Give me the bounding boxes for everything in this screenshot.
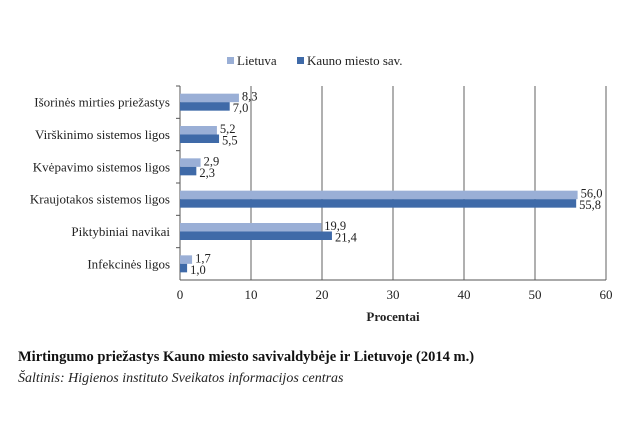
data-label-s1-5: 1,0 — [190, 263, 206, 277]
data-label-s1-4: 21,4 — [335, 231, 358, 245]
data-label-s0-4: 19,9 — [324, 219, 346, 233]
legend-swatch-1 — [297, 57, 304, 64]
data-label-s1-1: 5,5 — [222, 134, 238, 148]
x-tick-label-3: 30 — [387, 287, 400, 302]
bar-s0-4 — [180, 223, 322, 232]
category-label-4: Piktybiniai navikai — [71, 224, 170, 239]
bar-s1-2 — [180, 166, 197, 176]
data-label-s1-3: 55,8 — [579, 198, 601, 212]
x-tick-label-0: 0 — [177, 287, 184, 302]
x-tick-label-2: 20 — [316, 287, 329, 302]
x-axis-title: Procentai — [366, 309, 420, 324]
data-label-s0-1: 5,2 — [220, 122, 236, 136]
legend-label-0: Lietuva — [237, 53, 277, 68]
bar-s0-1 — [180, 126, 217, 135]
bar-s0-2 — [180, 158, 201, 167]
bar-chart: 0 10 20 30 40 50 60 Procentai Išorinės mirties p… — [30, 53, 613, 324]
data-label-s1-2: 2,3 — [199, 166, 215, 180]
bar-s0-5 — [180, 255, 193, 264]
data-label-s0-2: 2,9 — [204, 154, 220, 168]
data-label-s1-0: 7,0 — [233, 101, 249, 115]
legend-label-1: Kauno miesto sav. — [307, 53, 403, 68]
bar-s0-3 — [180, 190, 578, 200]
figure-caption-title: Mirtingumo priežastys Kauno miesto saviv… — [18, 349, 475, 365]
data-label-s0-0: 8,3 — [242, 90, 258, 104]
bar-s0-0 — [180, 93, 239, 103]
category-label-1: Virškinimo sistemos ligos — [35, 127, 170, 142]
category-label-3: Kraujotakos sistemos ligos — [30, 192, 170, 207]
figure-caption-source: Šaltinis: Higienos instituto Sveikatos i… — [18, 371, 344, 386]
x-tick-label-6: 60 — [600, 287, 613, 302]
bar-s1-1 — [180, 134, 220, 143]
x-tick-label-4: 40 — [458, 287, 471, 302]
bar-s1-5 — [180, 263, 188, 273]
legend-swatch-0 — [227, 57, 234, 64]
data-label-s0-3: 56,0 — [581, 187, 603, 201]
category-label-0: Išorinės mirties priežastys — [34, 95, 170, 110]
x-tick-label-5: 50 — [529, 287, 542, 302]
data-label-s0-5: 1,7 — [195, 251, 211, 265]
bar-s1-0 — [180, 102, 230, 111]
category-label-2: Kvėpavimo sistemos ligos — [33, 159, 170, 174]
category-label-5: Infekcinės ligos — [87, 256, 170, 271]
bar-s1-3 — [180, 199, 577, 208]
x-tick-label-1: 10 — [245, 287, 258, 302]
bar-s1-4 — [180, 231, 332, 240]
